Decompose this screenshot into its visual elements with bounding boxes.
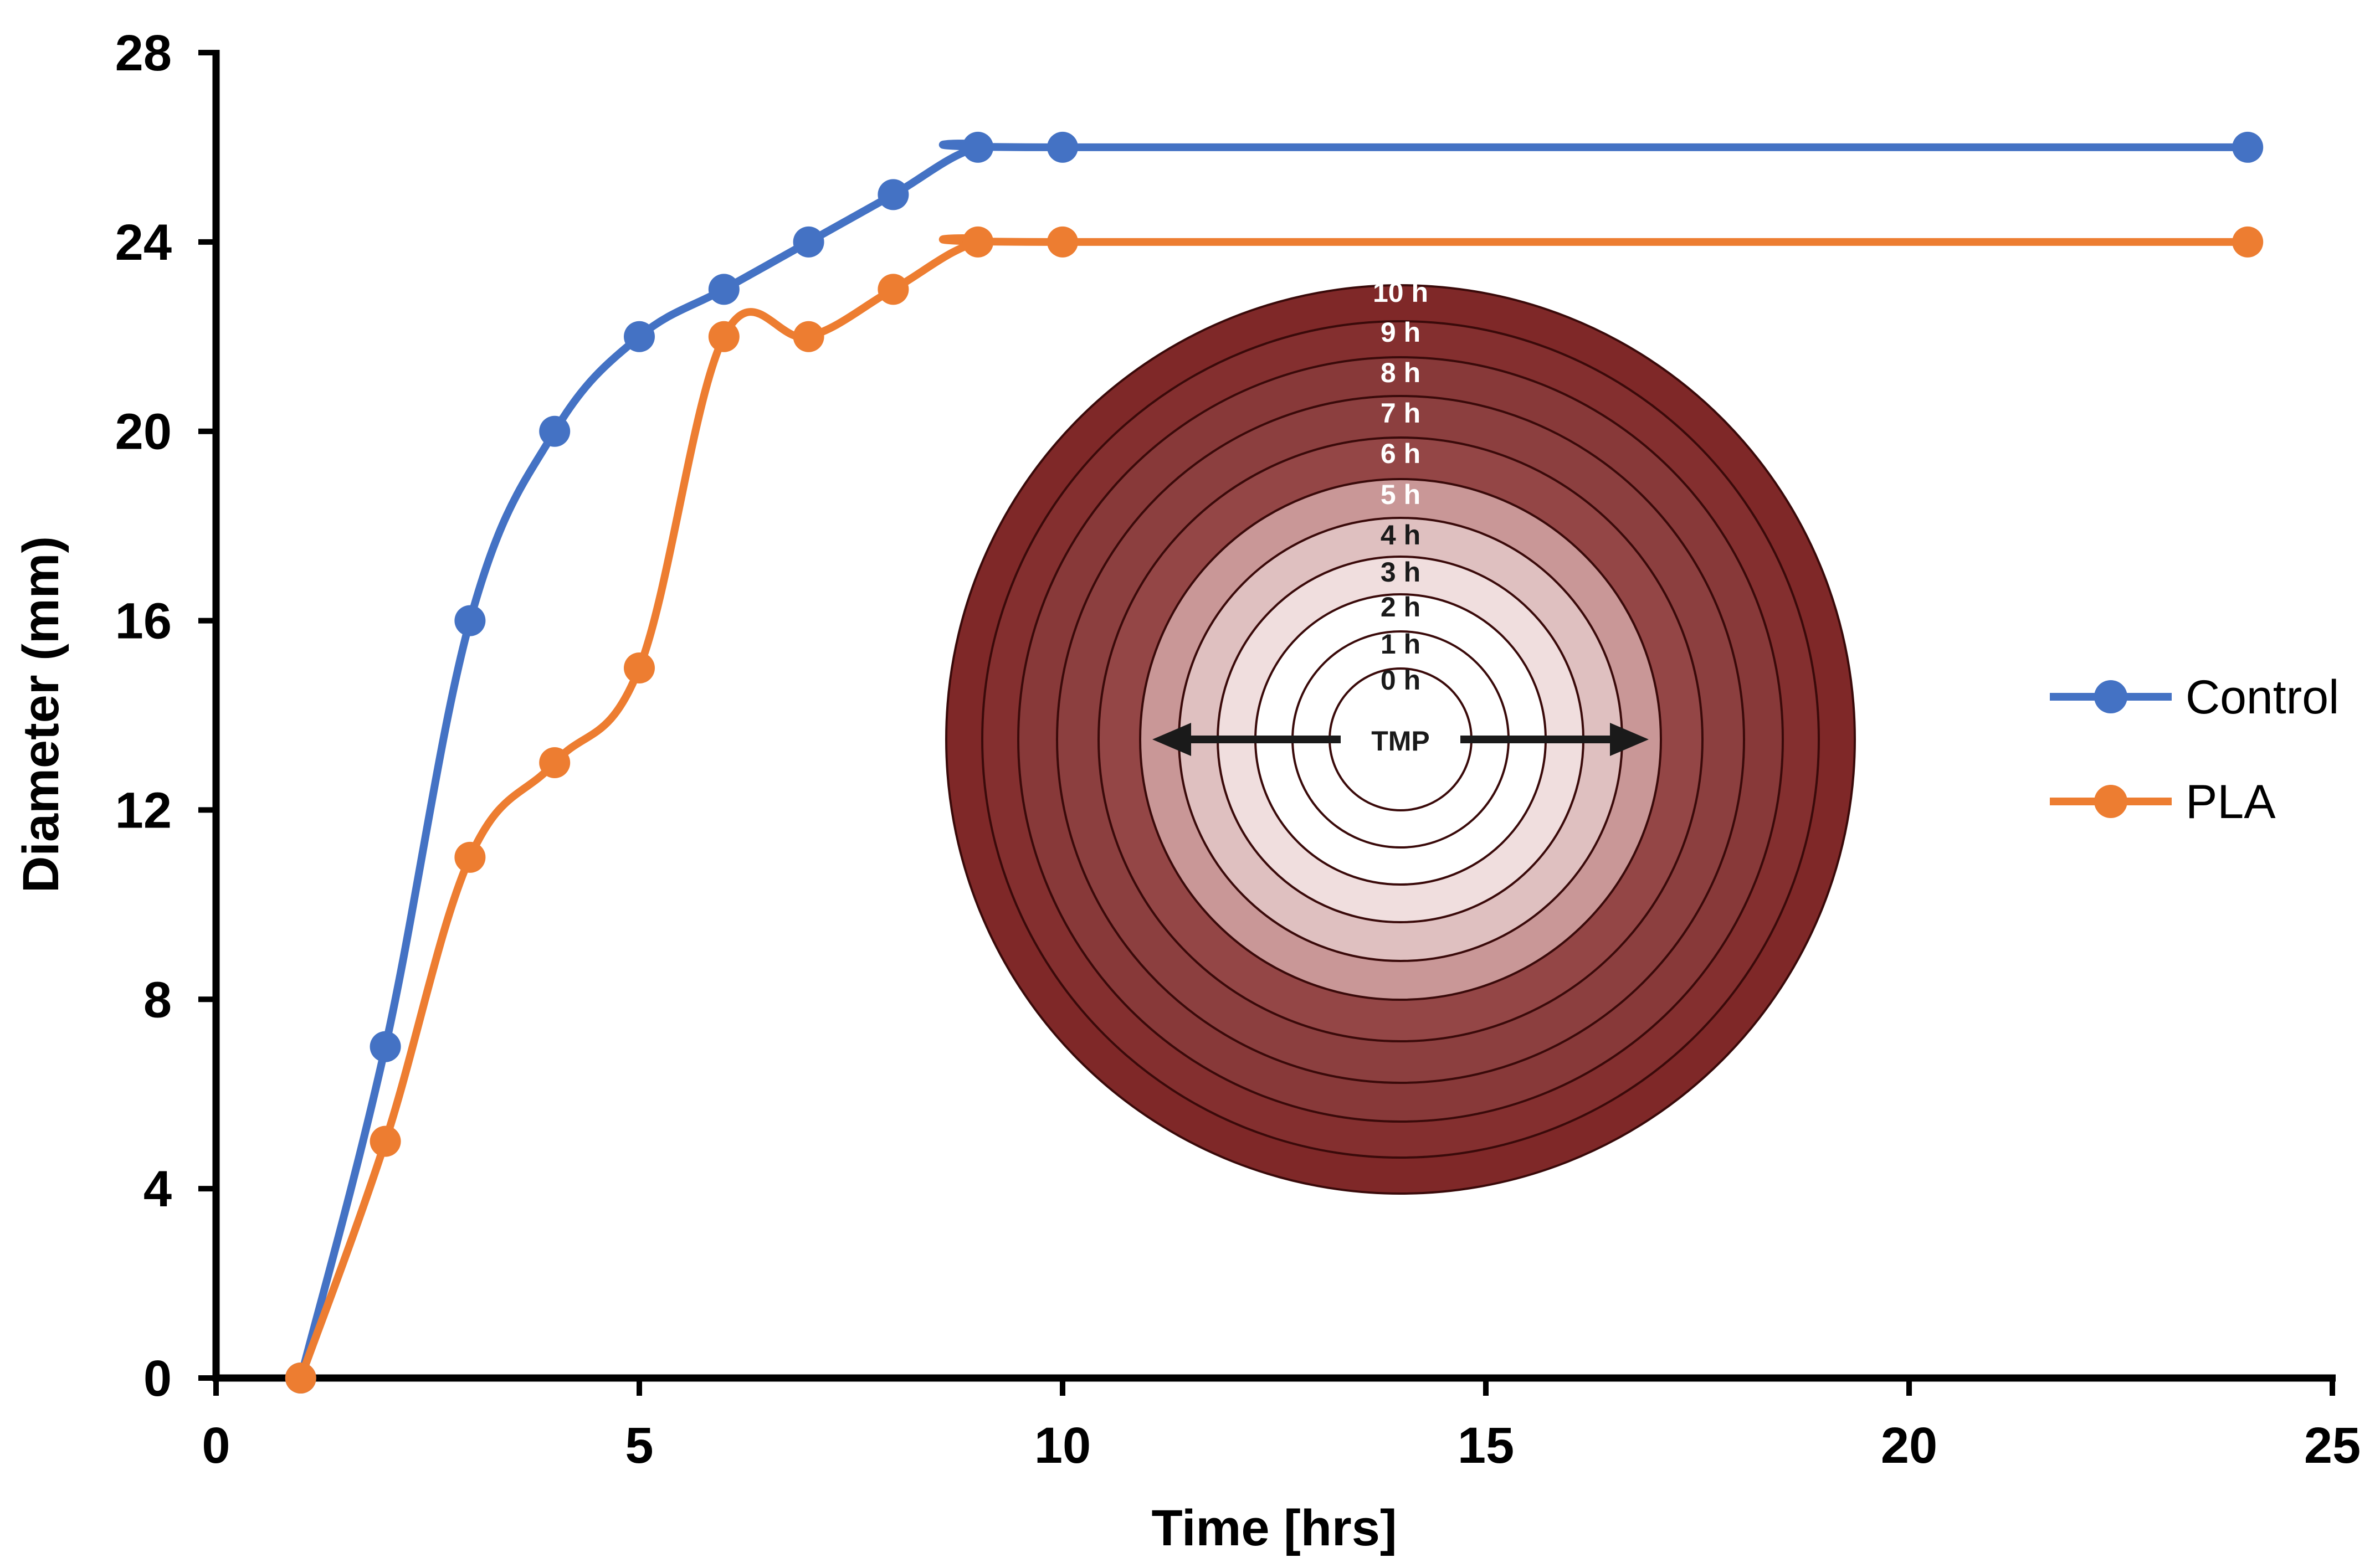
- y-tick-label: 8: [143, 971, 172, 1028]
- data-point-pla: [793, 321, 824, 352]
- y-tick-label: 0: [143, 1350, 172, 1407]
- data-point-control: [539, 415, 571, 447]
- x-tick-label: 15: [1458, 1417, 1514, 1474]
- x-tick-label: 5: [625, 1417, 653, 1474]
- data-point-control: [878, 179, 909, 210]
- data-point-control: [708, 274, 740, 305]
- arrow-head-left: [1152, 723, 1191, 756]
- data-point-pla: [1047, 226, 1078, 258]
- data-point-pla: [624, 652, 655, 684]
- series-layer: [285, 131, 2264, 1394]
- data-point-control: [454, 605, 486, 636]
- x-tick-label: 25: [2304, 1417, 2361, 1474]
- ring-label-7: 7 h: [1381, 398, 1420, 429]
- ring-label-9: 9 h: [1381, 317, 1420, 348]
- ring-label-10: 10 h: [1373, 277, 1428, 308]
- x-tick-label: 10: [1034, 1417, 1091, 1474]
- data-point-pla: [708, 321, 740, 352]
- data-point-control: [1047, 131, 1078, 163]
- data-point-pla: [962, 226, 994, 258]
- y-axis-title: Diameter (mm): [13, 536, 69, 893]
- ring-label-8: 8 h: [1381, 357, 1420, 388]
- y-tick-label: 28: [115, 25, 172, 81]
- growth-rings-inset: TMP 0 h 1 h 2 h 3 h 4 h 5 h 6 h 7 h 8 h 9 h 10 h: [945, 277, 1856, 1195]
- axes: 0 4 8 12 16 20 24 28 0 5 10 15 20 25 Time [hrs] Diamete…: [13, 25, 2361, 1556]
- x-tick-label: 0: [202, 1417, 230, 1474]
- x-tick-label: 20: [1881, 1417, 1937, 1474]
- data-point-pla: [370, 1125, 401, 1157]
- legend-label-pla: PLA: [2186, 775, 2276, 829]
- tmp-label: TMP: [1371, 726, 1430, 757]
- y-tick-label: 20: [115, 404, 172, 460]
- y-tick-label: 12: [115, 782, 172, 839]
- data-point-control: [962, 131, 994, 163]
- data-point-control: [370, 1031, 401, 1062]
- y-tick-label: 24: [115, 214, 172, 271]
- ring-label-6: 6 h: [1381, 438, 1420, 469]
- data-point-pla: [539, 747, 571, 778]
- legend: Control PLA: [2050, 671, 2339, 829]
- ring-label-5: 5 h: [1381, 479, 1420, 510]
- legend-marker-control: [2094, 680, 2127, 713]
- x-axis-title: Time [hrs]: [1151, 1500, 1397, 1556]
- tmp-label-bg: [1341, 720, 1460, 759]
- data-point-pla: [285, 1363, 316, 1394]
- series-line-pla: [297, 234, 2248, 1380]
- ring-label-1: 1 h: [1381, 629, 1420, 660]
- data-point-pla: [2232, 226, 2264, 258]
- ring-label-2: 2 h: [1381, 592, 1420, 623]
- y-tick-label: 16: [115, 593, 172, 650]
- y-tick-label: 4: [143, 1161, 172, 1217]
- legend-label-control: Control: [2186, 671, 2339, 724]
- series-line-control: [297, 140, 2248, 1379]
- data-point-control: [2232, 131, 2264, 163]
- ring-label-3: 3 h: [1381, 557, 1420, 588]
- ring-label-0: 0 h: [1381, 665, 1420, 696]
- data-point-pla: [454, 841, 486, 873]
- data-point-control: [793, 226, 824, 258]
- data-point-pla: [878, 274, 909, 305]
- arrow-head-right: [1610, 723, 1649, 756]
- data-point-control: [624, 321, 655, 352]
- ring-label-4: 4 h: [1381, 520, 1420, 551]
- legend-marker-pla: [2094, 785, 2127, 818]
